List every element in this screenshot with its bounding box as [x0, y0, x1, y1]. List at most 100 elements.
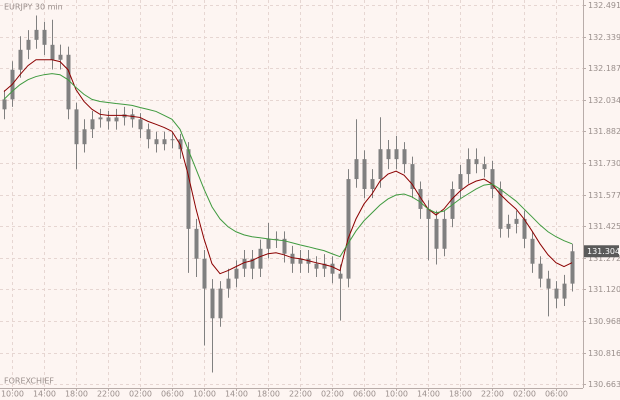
x-tick-label: 22:00: [481, 390, 504, 399]
candle-body: [338, 273, 343, 279]
candle-body: [554, 288, 559, 299]
candle-body: [162, 139, 167, 145]
y-tick-label: 131.425: [588, 222, 620, 231]
x-tick-label: 02:00: [129, 390, 152, 399]
candle-body: [290, 253, 295, 264]
x-tick-label: 10:00: [1, 390, 24, 399]
candle-body: [474, 159, 479, 165]
x-tick-label: 10:00: [385, 390, 408, 399]
candle-body: [570, 251, 575, 284]
candle-body: [418, 189, 423, 209]
candle-body: [2, 99, 7, 110]
candle-body: [106, 117, 111, 122]
candle-body: [154, 139, 159, 145]
candle-body: [258, 248, 263, 269]
candle-body: [298, 258, 303, 264]
candle-body: [146, 129, 151, 140]
candle-body: [458, 174, 463, 190]
candle-body: [242, 258, 247, 269]
y-tick-label: 132.491: [588, 1, 620, 10]
candle-body: [410, 164, 415, 190]
candle-body: [58, 54, 63, 60]
candle-body: [442, 218, 447, 249]
x-tick-label: 06:00: [545, 390, 568, 399]
candle-body: [506, 223, 511, 229]
last-price-box: [584, 245, 619, 258]
candle-body: [362, 159, 367, 190]
x-tick-label: 14:00: [225, 390, 248, 399]
candle-body: [234, 268, 239, 279]
candle-body: [546, 278, 551, 289]
candle-body: [370, 179, 375, 190]
y-tick-label: 131.120: [588, 285, 620, 294]
x-tick-label: 22:00: [289, 390, 312, 399]
x-tick-label: 06:00: [353, 390, 376, 399]
x-tick-label: 06:00: [161, 390, 184, 399]
x-tick-label: 14:00: [417, 390, 440, 399]
candle-body: [66, 54, 71, 110]
x-tick-label: 18:00: [257, 390, 280, 399]
candle-body: [378, 149, 383, 180]
candle-body: [82, 129, 87, 145]
x-tick-label: 22:00: [97, 390, 120, 399]
x-tick-label: 14:00: [33, 390, 56, 399]
y-tick-label: 130.816: [588, 349, 620, 358]
candle-body: [482, 164, 487, 170]
candle-body: [34, 29, 39, 40]
y-tick-label: 132.187: [588, 64, 620, 73]
candle-body: [50, 44, 55, 60]
moving-average: [3, 59, 573, 275]
y-tick-label: 132.034: [588, 96, 620, 105]
candle-body: [434, 218, 439, 249]
candle-body: [522, 218, 527, 239]
candle-body: [90, 119, 95, 130]
x-tick-label: 02:00: [513, 390, 536, 399]
candle-body: [490, 169, 495, 190]
candle-body: [538, 263, 543, 279]
candle-body: [74, 109, 79, 145]
y-tick-label: 131.730: [588, 159, 620, 168]
candle-body: [450, 189, 455, 219]
candle-body: [42, 29, 47, 45]
candle-body: [194, 228, 199, 259]
y-tick-label: 131.272: [588, 254, 620, 263]
candle-body: [346, 179, 351, 279]
candle-body: [202, 258, 207, 289]
candle-body: [226, 278, 231, 289]
candle-body: [498, 189, 503, 229]
y-tick-label: 131.577: [588, 191, 620, 200]
candle-body: [322, 263, 327, 269]
candle-body: [386, 149, 391, 160]
candle-body: [266, 238, 271, 249]
y-tick-label: 130.968: [588, 317, 620, 326]
candle-body: [250, 258, 255, 269]
candle-body: [530, 238, 535, 264]
x-tick-label: 10:00: [193, 390, 216, 399]
candle-body: [354, 159, 359, 180]
candle-body: [274, 238, 279, 240]
candle-body: [210, 288, 215, 319]
watermark: FOREXCHIEF: [4, 377, 54, 386]
candle-body: [402, 149, 407, 165]
candle-body: [426, 208, 431, 219]
candle-body: [394, 149, 399, 160]
x-tick-label: 02:00: [321, 390, 344, 399]
y-tick-label: 131.882: [588, 127, 620, 136]
candle-body: [186, 149, 191, 229]
y-tick-label: 130.663: [588, 380, 620, 389]
candle-body: [114, 117, 119, 122]
candle-body: [314, 263, 319, 269]
x-tick-label: 18:00: [65, 390, 88, 399]
last-price-label: 131.304: [587, 247, 620, 256]
candle-body: [170, 139, 175, 141]
candle-body: [138, 119, 143, 130]
y-tick-label: 132.339: [588, 33, 620, 42]
candle-body: [218, 288, 223, 319]
candle-body: [98, 117, 103, 120]
chart-title: EURJPY 30 min: [4, 3, 63, 12]
candle-body: [466, 159, 471, 175]
x-tick-label: 18:00: [449, 390, 472, 399]
candle-body: [330, 263, 335, 274]
